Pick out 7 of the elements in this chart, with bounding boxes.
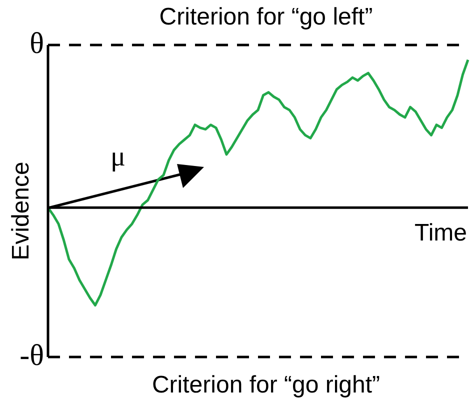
chart-title: Criterion for “go left” (159, 4, 373, 31)
x-axis-title: Time (414, 219, 467, 246)
ref-line-label: -θ (20, 338, 44, 372)
ref-line-label: θ (30, 26, 44, 60)
y-axis-title: Evidence (8, 162, 35, 260)
annotation: μ (110, 141, 126, 172)
text: Criterion for “go right” (152, 372, 380, 399)
